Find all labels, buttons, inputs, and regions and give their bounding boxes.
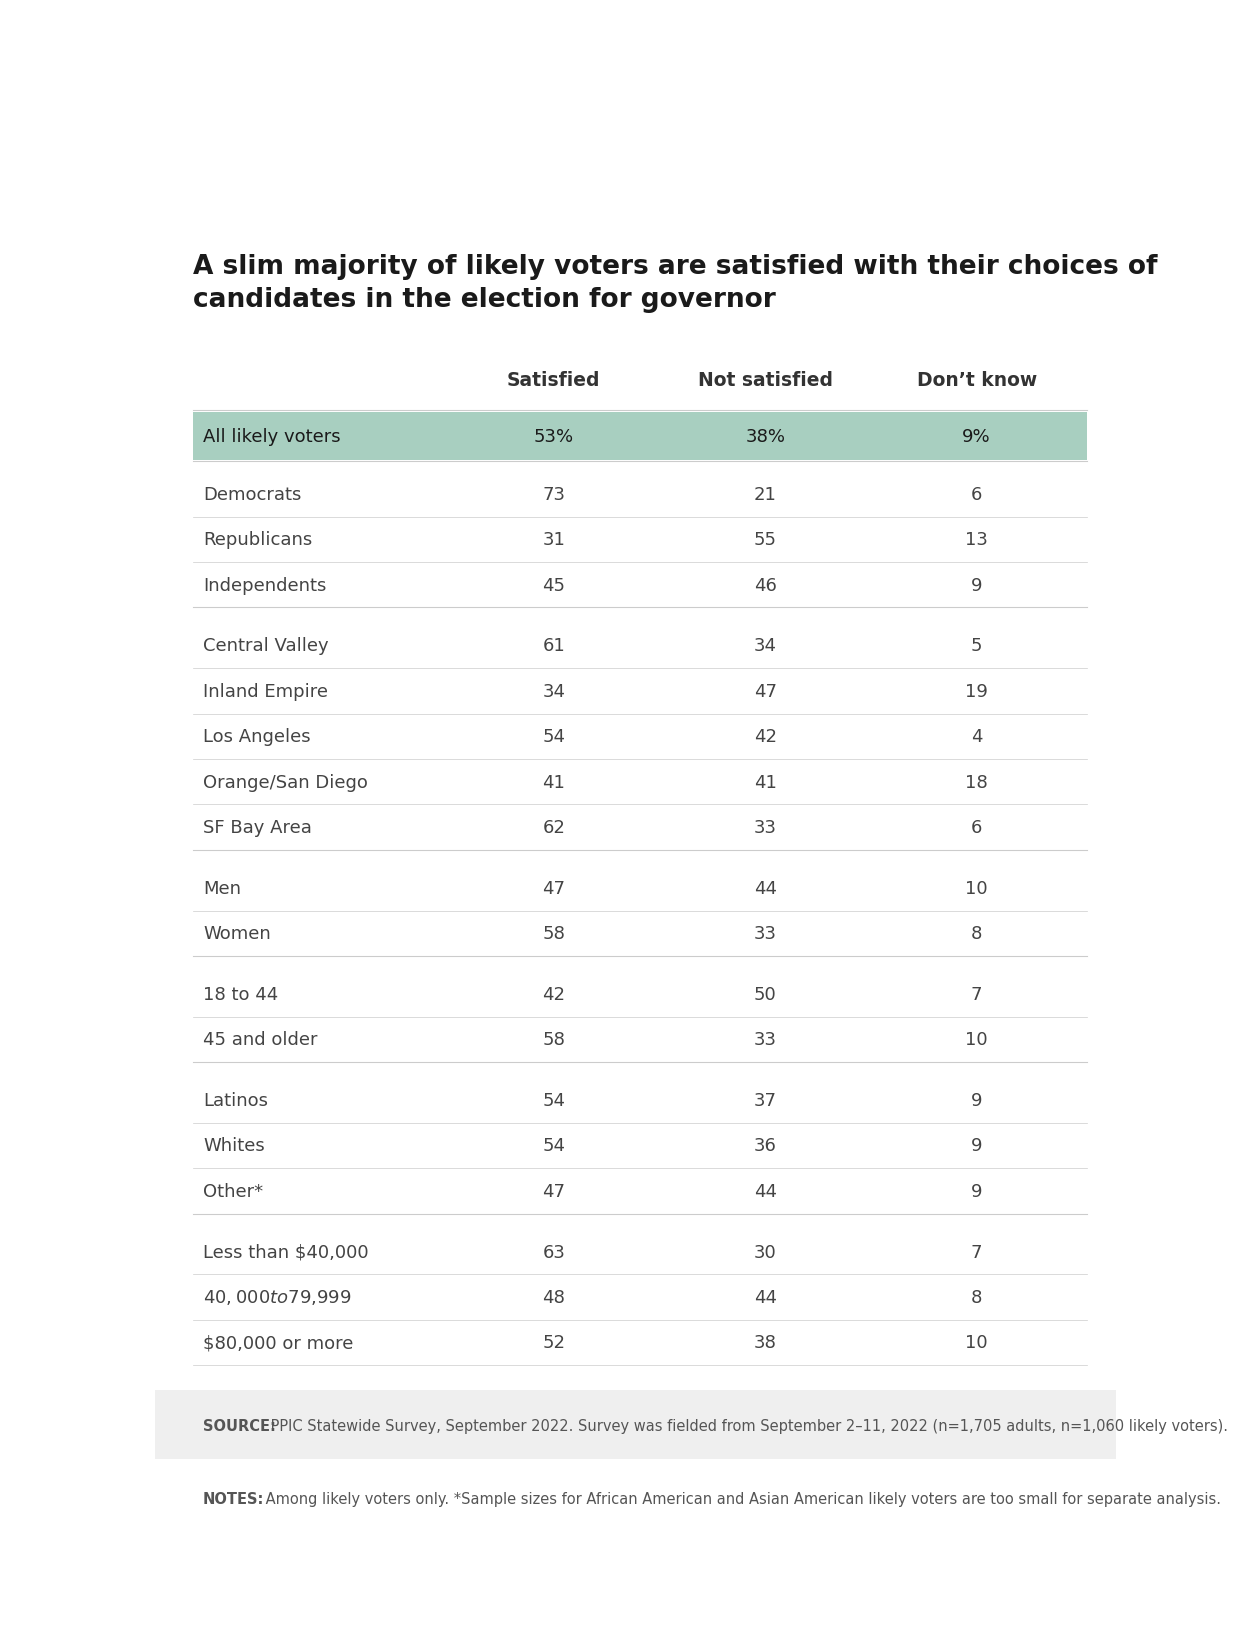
Text: 47: 47: [754, 682, 776, 700]
Text: 58: 58: [542, 1031, 565, 1049]
FancyBboxPatch shape: [155, 1390, 1116, 1555]
Text: 38%: 38%: [745, 428, 785, 446]
Text: 4: 4: [971, 728, 982, 746]
Text: 10: 10: [966, 1031, 988, 1049]
Text: Whites: Whites: [203, 1137, 265, 1155]
Text: 54: 54: [542, 728, 565, 746]
Text: 5: 5: [971, 638, 982, 656]
Text: 50: 50: [754, 985, 776, 1003]
Text: 33: 33: [754, 1031, 776, 1049]
Text: Other*: Other*: [203, 1182, 263, 1200]
Text: 41: 41: [754, 774, 776, 792]
Text: 21: 21: [754, 485, 776, 503]
Text: 18 to 44: 18 to 44: [203, 985, 278, 1003]
Text: 9: 9: [971, 1182, 982, 1200]
Text: 53%: 53%: [533, 428, 574, 446]
Text: 34: 34: [542, 682, 565, 700]
Text: 6: 6: [971, 485, 982, 503]
Text: Republicans: Republicans: [203, 531, 312, 549]
Text: 47: 47: [542, 1182, 565, 1200]
Text: 31: 31: [542, 531, 565, 549]
Text: 44: 44: [754, 1182, 776, 1200]
Text: 52: 52: [542, 1334, 565, 1352]
Text: Women: Women: [203, 924, 270, 942]
Text: 9%: 9%: [962, 428, 991, 446]
Text: 7: 7: [971, 985, 982, 1003]
Text: 13: 13: [965, 531, 988, 549]
Text: Satisfied: Satisfied: [507, 370, 600, 390]
Text: 54: 54: [542, 1137, 565, 1155]
Text: Independents: Independents: [203, 577, 326, 595]
Text: 9: 9: [971, 1137, 982, 1155]
Text: Among likely voters only. *Sample sizes for African American and Asian American : Among likely voters only. *Sample sizes …: [260, 1491, 1220, 1506]
Text: 6: 6: [971, 820, 982, 836]
Text: Orange/San Diego: Orange/San Diego: [203, 774, 368, 792]
Text: 30: 30: [754, 1242, 776, 1260]
Text: Latinos: Latinos: [203, 1092, 268, 1110]
Text: 37: 37: [754, 1092, 776, 1110]
Text: 33: 33: [754, 924, 776, 942]
Text: $40,000 to $79,999: $40,000 to $79,999: [203, 1288, 351, 1306]
Text: Not satisfied: Not satisfied: [698, 370, 833, 390]
Text: 42: 42: [754, 728, 776, 746]
Text: 54: 54: [542, 1092, 565, 1110]
Text: 42: 42: [542, 985, 565, 1003]
Text: 8: 8: [971, 924, 982, 942]
Text: SF Bay Area: SF Bay Area: [203, 820, 312, 836]
Text: Men: Men: [203, 879, 241, 897]
Text: 38: 38: [754, 1334, 776, 1352]
Text: 18: 18: [965, 774, 988, 792]
Text: 55: 55: [754, 531, 776, 549]
Text: 36: 36: [754, 1137, 776, 1155]
Text: NOTES:: NOTES:: [203, 1491, 264, 1506]
Text: $80,000 or more: $80,000 or more: [203, 1334, 353, 1352]
Text: 10: 10: [966, 1334, 988, 1352]
Text: 34: 34: [754, 638, 776, 656]
Text: 45: 45: [542, 577, 565, 595]
Text: Don’t know: Don’t know: [916, 370, 1037, 390]
Text: 73: 73: [542, 485, 565, 503]
Text: Los Angeles: Los Angeles: [203, 728, 311, 746]
Text: Democrats: Democrats: [203, 485, 301, 503]
Text: 9: 9: [971, 1092, 982, 1110]
Text: A slim majority of likely voters are satisfied with their choices of
candidates : A slim majority of likely voters are sat…: [193, 254, 1158, 313]
Text: 47: 47: [542, 879, 565, 897]
Text: Inland Empire: Inland Empire: [203, 682, 329, 700]
Text: Less than $40,000: Less than $40,000: [203, 1242, 368, 1260]
Text: Central Valley: Central Valley: [203, 638, 329, 656]
Text: 7: 7: [971, 1242, 982, 1260]
Text: 8: 8: [971, 1288, 982, 1306]
Text: 48: 48: [542, 1288, 565, 1306]
Text: 41: 41: [542, 774, 565, 792]
Text: 44: 44: [754, 879, 776, 897]
Text: All likely voters: All likely voters: [203, 428, 341, 446]
Text: PPIC Statewide Survey, September 2022. Survey was fielded from September 2–11, 2: PPIC Statewide Survey, September 2022. S…: [267, 1418, 1229, 1434]
Text: 9: 9: [971, 577, 982, 595]
Text: 58: 58: [542, 924, 565, 942]
Text: 33: 33: [754, 820, 776, 836]
Text: 62: 62: [542, 820, 565, 836]
Text: 61: 61: [542, 638, 565, 656]
Text: 63: 63: [542, 1242, 565, 1260]
Text: SOURCE:: SOURCE:: [203, 1418, 277, 1434]
Text: 46: 46: [754, 577, 776, 595]
Text: 10: 10: [966, 879, 988, 897]
FancyBboxPatch shape: [193, 413, 1087, 461]
Text: 19: 19: [965, 682, 988, 700]
Text: 45 and older: 45 and older: [203, 1031, 317, 1049]
Text: 44: 44: [754, 1288, 776, 1306]
